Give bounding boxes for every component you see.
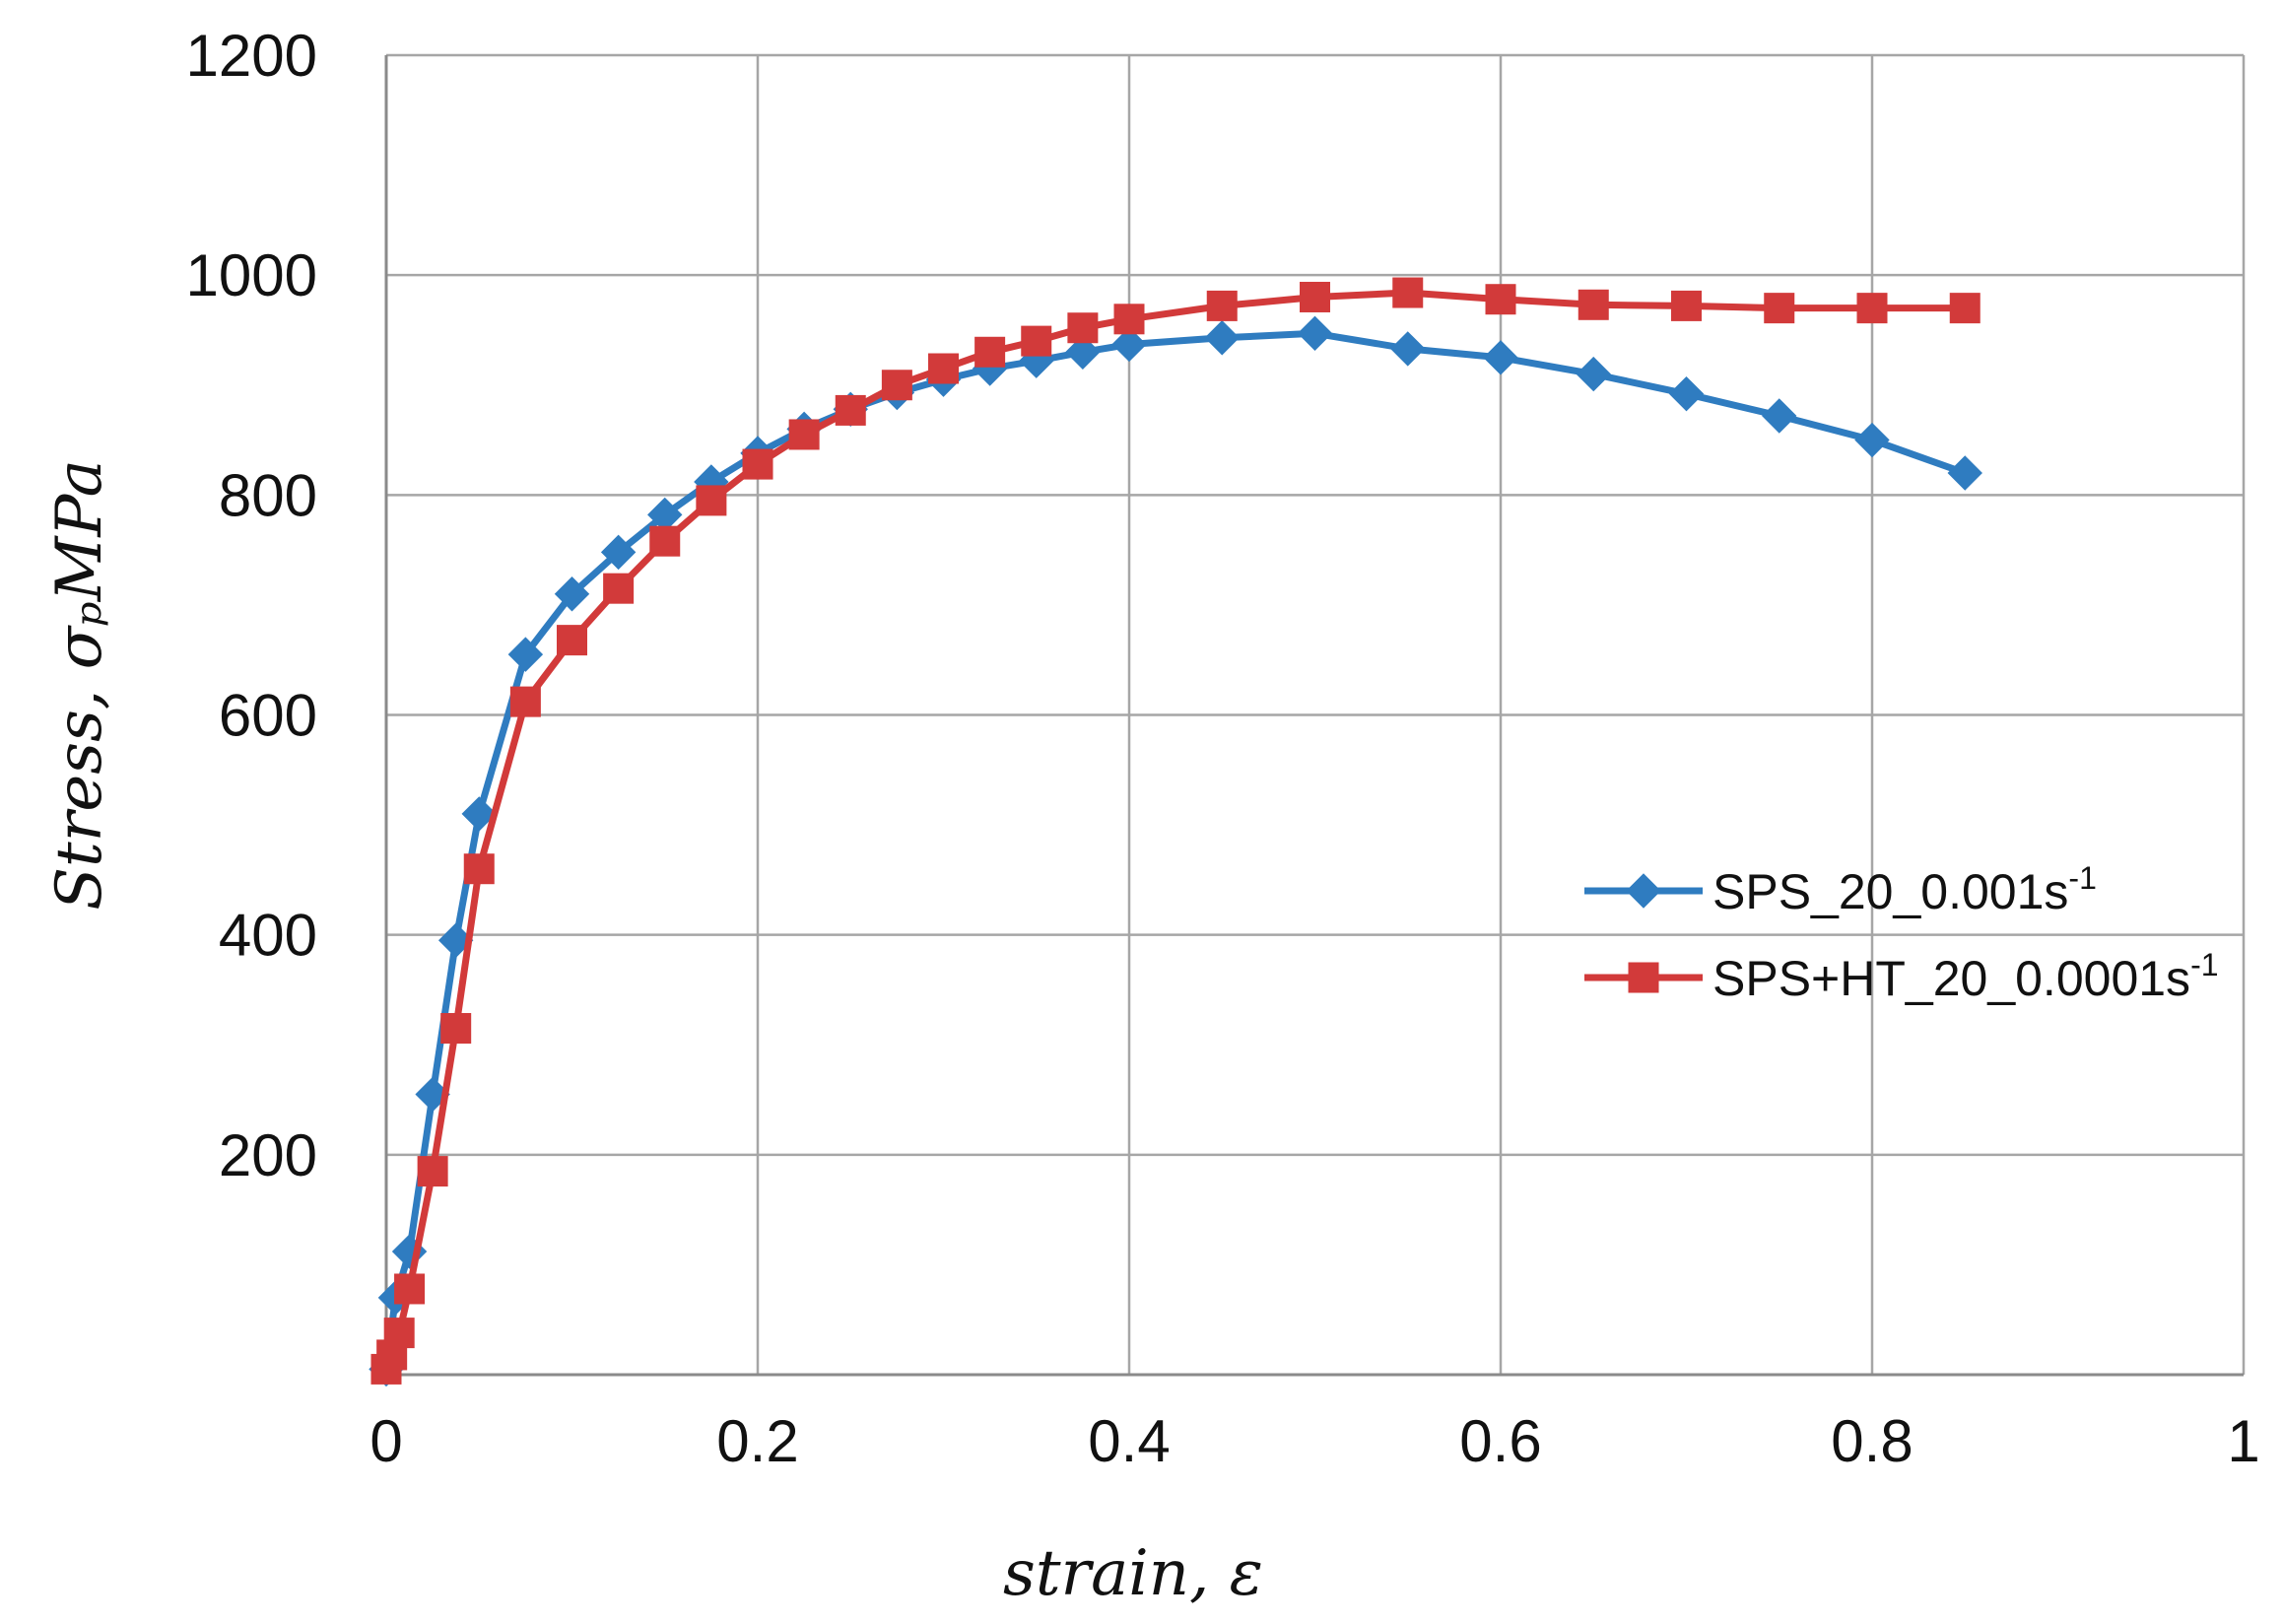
data-point (1576, 356, 1611, 392)
data-point (1300, 281, 1330, 312)
legend-item: SPS+HT_20_0.0001s-1 (1584, 947, 2219, 1006)
data-point (1390, 331, 1426, 367)
data-point (1297, 315, 1333, 352)
data-point (1067, 312, 1099, 344)
data-point (1206, 290, 1238, 321)
legend-label-name: SPS_20_0.001s (1712, 864, 2068, 919)
legend-label: SPS_20_0.001s-1 (1712, 860, 2097, 919)
data-point (1485, 284, 1516, 315)
x-tick-label: 0.8 (1831, 1408, 1913, 1474)
data-point (554, 576, 590, 612)
y-tick-label: 400 (219, 903, 317, 969)
legend-label-superscript: -1 (2190, 947, 2218, 982)
series-line (382, 329, 1969, 1373)
data-point (603, 573, 635, 604)
series-line (382, 289, 1969, 1373)
x-tick-label: 0 (369, 1408, 402, 1474)
data-point (507, 637, 544, 672)
series-2 (370, 277, 1981, 1385)
data-point (742, 448, 773, 480)
data-point (1671, 290, 1702, 321)
legend-label-superscript: -1 (2068, 860, 2096, 896)
y-tick-label: 1000 (186, 242, 317, 308)
data-point (649, 525, 681, 557)
data-point (509, 686, 541, 717)
data-point (696, 485, 727, 516)
data-point (835, 394, 866, 426)
x-axis-title: strain, ε (1003, 1537, 1263, 1610)
data-point (1947, 455, 1982, 491)
data-point (1854, 422, 1890, 458)
data-point (881, 370, 912, 401)
data-point (788, 419, 820, 450)
data-point (1392, 277, 1424, 308)
data-point (1483, 340, 1518, 375)
x-tick-label: 1 (2227, 1408, 2259, 1474)
y-axis-title: Stress, σₚMPa (43, 459, 116, 911)
x-tick-label: 0.6 (1459, 1408, 1541, 1474)
data-point (928, 353, 959, 384)
data-point (1111, 326, 1147, 363)
data-point (600, 534, 637, 571)
y-tick-label: 600 (219, 683, 317, 749)
data-point (440, 1013, 472, 1045)
data-point (394, 1273, 426, 1305)
legend-marker (1626, 873, 1661, 909)
data-point (1949, 293, 1981, 324)
data-point (417, 1156, 448, 1187)
data-point (1021, 325, 1052, 357)
x-tick-label: 0.2 (716, 1408, 798, 1474)
data-point (383, 1318, 415, 1349)
data-point (557, 625, 587, 656)
data-point (1856, 293, 1888, 324)
y-tick-label: 200 (219, 1122, 317, 1188)
x-tick-label: 0.4 (1088, 1408, 1170, 1474)
data-point (1668, 375, 1705, 412)
data-point (1113, 304, 1145, 335)
data-point (1204, 320, 1240, 356)
series-layer (369, 277, 1982, 1387)
legend-label-name: SPS+HT_20_0.0001s (1712, 951, 2190, 1006)
data-point (1764, 293, 1795, 324)
data-point (974, 336, 1006, 368)
data-point (461, 796, 497, 832)
legend-marker (1628, 962, 1659, 993)
data-point (1065, 334, 1101, 370)
data-point (1578, 289, 1609, 320)
legend-label: SPS+HT_20_0.0001s-1 (1712, 947, 2219, 1006)
series-1 (369, 315, 1982, 1387)
legend-item: SPS_20_0.001s-1 (1584, 860, 2097, 919)
y-tick-label: 1200 (186, 23, 317, 89)
grid (384, 53, 2246, 1375)
y-tick-label: 800 (219, 462, 317, 528)
data-point (1762, 398, 1797, 434)
data-point (463, 853, 495, 885)
